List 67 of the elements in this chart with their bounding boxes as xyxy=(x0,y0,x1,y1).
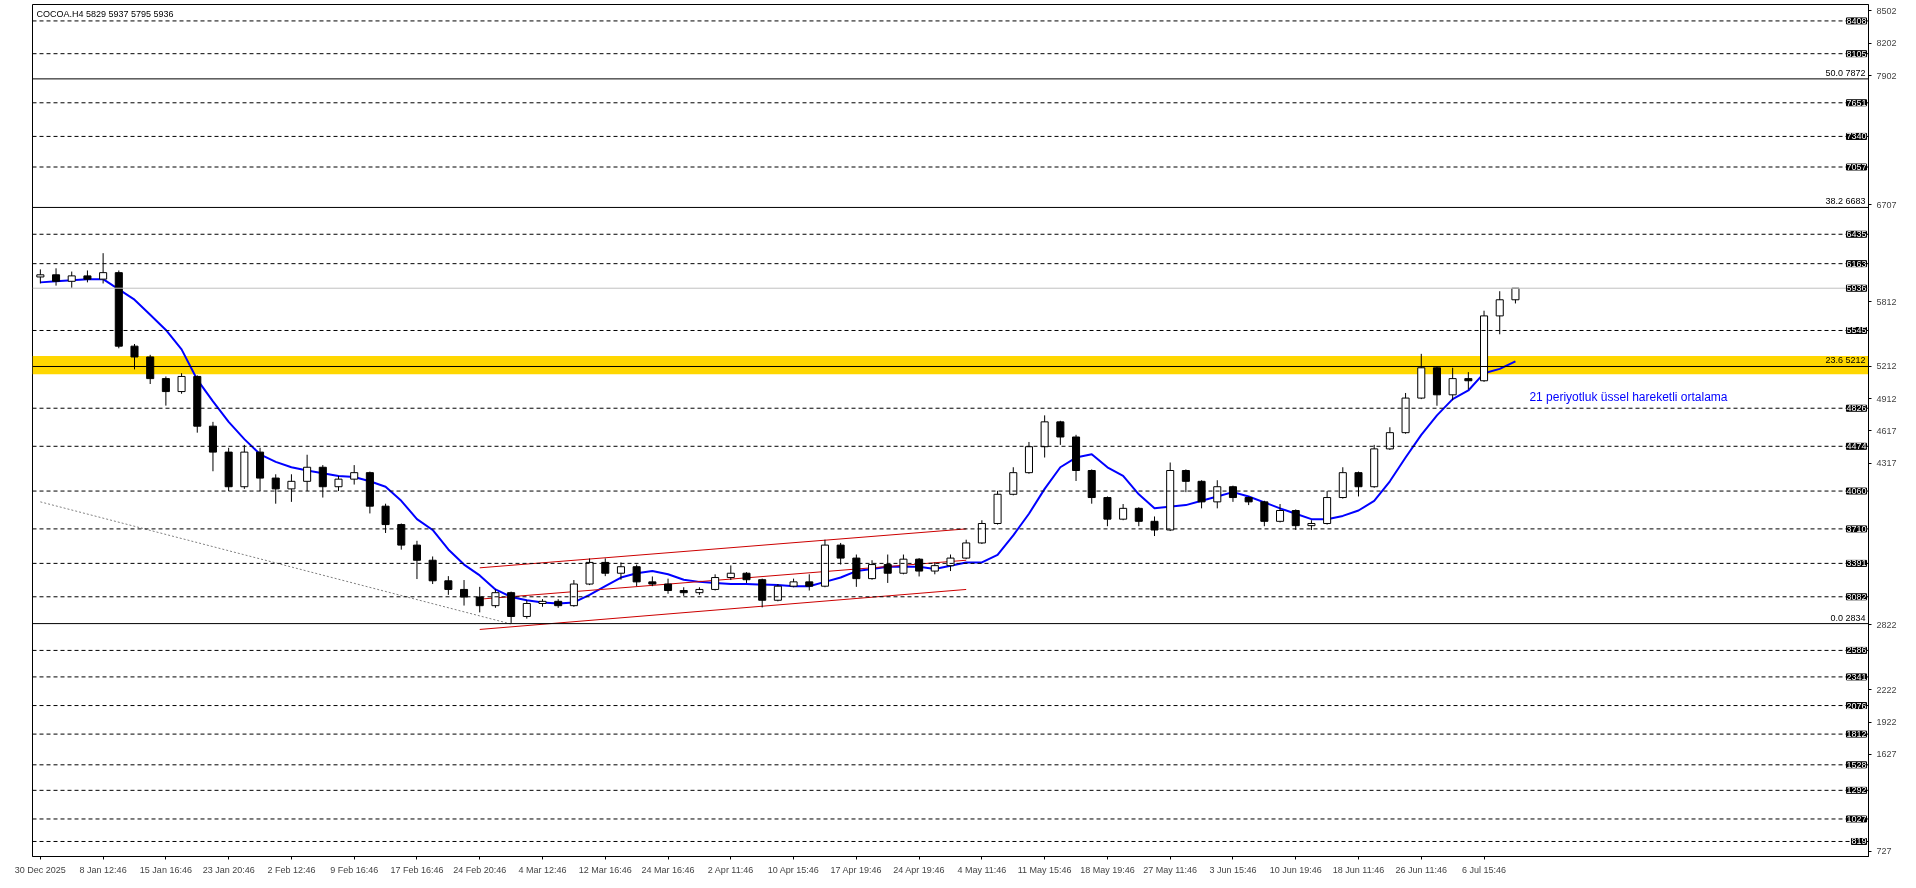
x-tick-label: 6 Jul 15:46 xyxy=(1462,864,1507,875)
x-tick-label: 23 Jan 20:46 xyxy=(202,864,255,875)
ref-line-label: 0.0 2834 xyxy=(1830,612,1866,623)
x-tick-label: 17 Feb 16:46 xyxy=(390,864,444,875)
x-tick-label: 4 May 11:46 xyxy=(957,864,1007,875)
y-tick-label: 4912 xyxy=(1876,393,1897,404)
ref-line-label: 50.0 7872 xyxy=(1825,67,1866,78)
ref-line-label: 1528 xyxy=(1846,759,1867,770)
ref-line-label: 4060 xyxy=(1846,486,1867,497)
y-tick-label: 4317 xyxy=(1876,458,1897,469)
text: COCOA.H4 5829 5937 5795 5936 xyxy=(36,8,174,19)
x-tick-label: 18 May 19:46 xyxy=(1080,864,1135,875)
ref-line-label: 5545 xyxy=(1846,325,1867,336)
x-tick-label: 3 Jun 15:46 xyxy=(1209,864,1257,875)
x-tick-label: 27 May 11:46 xyxy=(1143,864,1198,875)
x-tick-label: 2 Apr 11:46 xyxy=(707,864,754,875)
y-tick-label: 5212 xyxy=(1876,361,1897,372)
x-tick-label: 24 Apr 19:46 xyxy=(893,864,945,875)
y-tick-label: 6707 xyxy=(1876,199,1897,210)
y-tick-label: 2222 xyxy=(1876,684,1897,695)
x-tick-label: 15 Jan 16:46 xyxy=(139,864,192,875)
ref-line-label: 1292 xyxy=(1846,785,1867,796)
x-tick-label: 18 Jun 11:46 xyxy=(1332,864,1385,875)
y-tick-label: 5812 xyxy=(1876,296,1897,307)
y-tick-label: 7902 xyxy=(1876,70,1897,81)
y-tick-label: 727 xyxy=(1876,846,1892,857)
ref-line-label: 6435 xyxy=(1846,229,1867,240)
ref-line-label: 2341 xyxy=(1846,671,1867,682)
ref-line-label: 2076 xyxy=(1846,700,1867,711)
x-tick-label: 10 Apr 15:46 xyxy=(767,864,819,875)
text: 21 periyotluk üssel hareketli ortalama xyxy=(1529,390,1728,405)
ref-line-label: 4826 xyxy=(1846,403,1867,414)
ref-line-label: 3082 xyxy=(1846,591,1867,602)
ref-line-label: 3391 xyxy=(1846,558,1867,569)
ref-line-label: 7340 xyxy=(1846,131,1867,142)
y-tick-label: 8502 xyxy=(1876,5,1897,16)
ref-line-label: 3710 xyxy=(1846,523,1867,534)
x-tick-label: 11 May 15:46 xyxy=(1017,864,1072,875)
ref-line-label: 23.6 5212 xyxy=(1825,355,1866,366)
ref-line-label: 38.2 6683 xyxy=(1825,196,1866,207)
y-tick-label: 2822 xyxy=(1876,619,1897,630)
x-tick-label: 24 Feb 20:46 xyxy=(453,864,507,875)
ref-line-label: 1027 xyxy=(1846,813,1867,824)
x-tick-label: 4 Mar 12:46 xyxy=(518,864,567,875)
ref-line-label: 4474 xyxy=(1846,441,1867,452)
ref-line-label: 1812 xyxy=(1846,729,1867,740)
ref-line-label: 2586 xyxy=(1846,645,1867,656)
ref-line-label: 8105 xyxy=(1846,48,1867,59)
x-tick-label: 12 Mar 16:46 xyxy=(578,864,632,875)
x-tick-label: 8 Jan 12:46 xyxy=(79,864,127,875)
y-tick-label: 8202 xyxy=(1876,38,1897,49)
x-tick-label: 30 Dec 2025 xyxy=(14,864,66,875)
x-tick-label: 2 Feb 12:46 xyxy=(267,864,316,875)
x-tick-label: 26 Jun 11:46 xyxy=(1395,864,1447,875)
ref-line-label: 7651 xyxy=(1846,97,1867,108)
ref-line-label: 8408 xyxy=(1846,15,1867,26)
y-tick-label: 1627 xyxy=(1876,749,1897,760)
ref-line-label: 5936 xyxy=(1846,283,1867,294)
x-tick-label: 10 Jun 19:46 xyxy=(1269,864,1322,875)
y-tick-label: 4617 xyxy=(1876,425,1897,436)
x-tick-label: 9 Feb 16:46 xyxy=(330,864,379,875)
ref-line-label: 7057 xyxy=(1846,162,1867,173)
ref-line-label: 819 xyxy=(1851,836,1867,847)
x-tick-label: 24 Mar 16:46 xyxy=(641,864,695,875)
y-tick-label: 1922 xyxy=(1876,717,1897,728)
ref-line-label: 6163 xyxy=(1846,258,1867,269)
x-tick-label: 17 Apr 19:46 xyxy=(830,864,882,875)
